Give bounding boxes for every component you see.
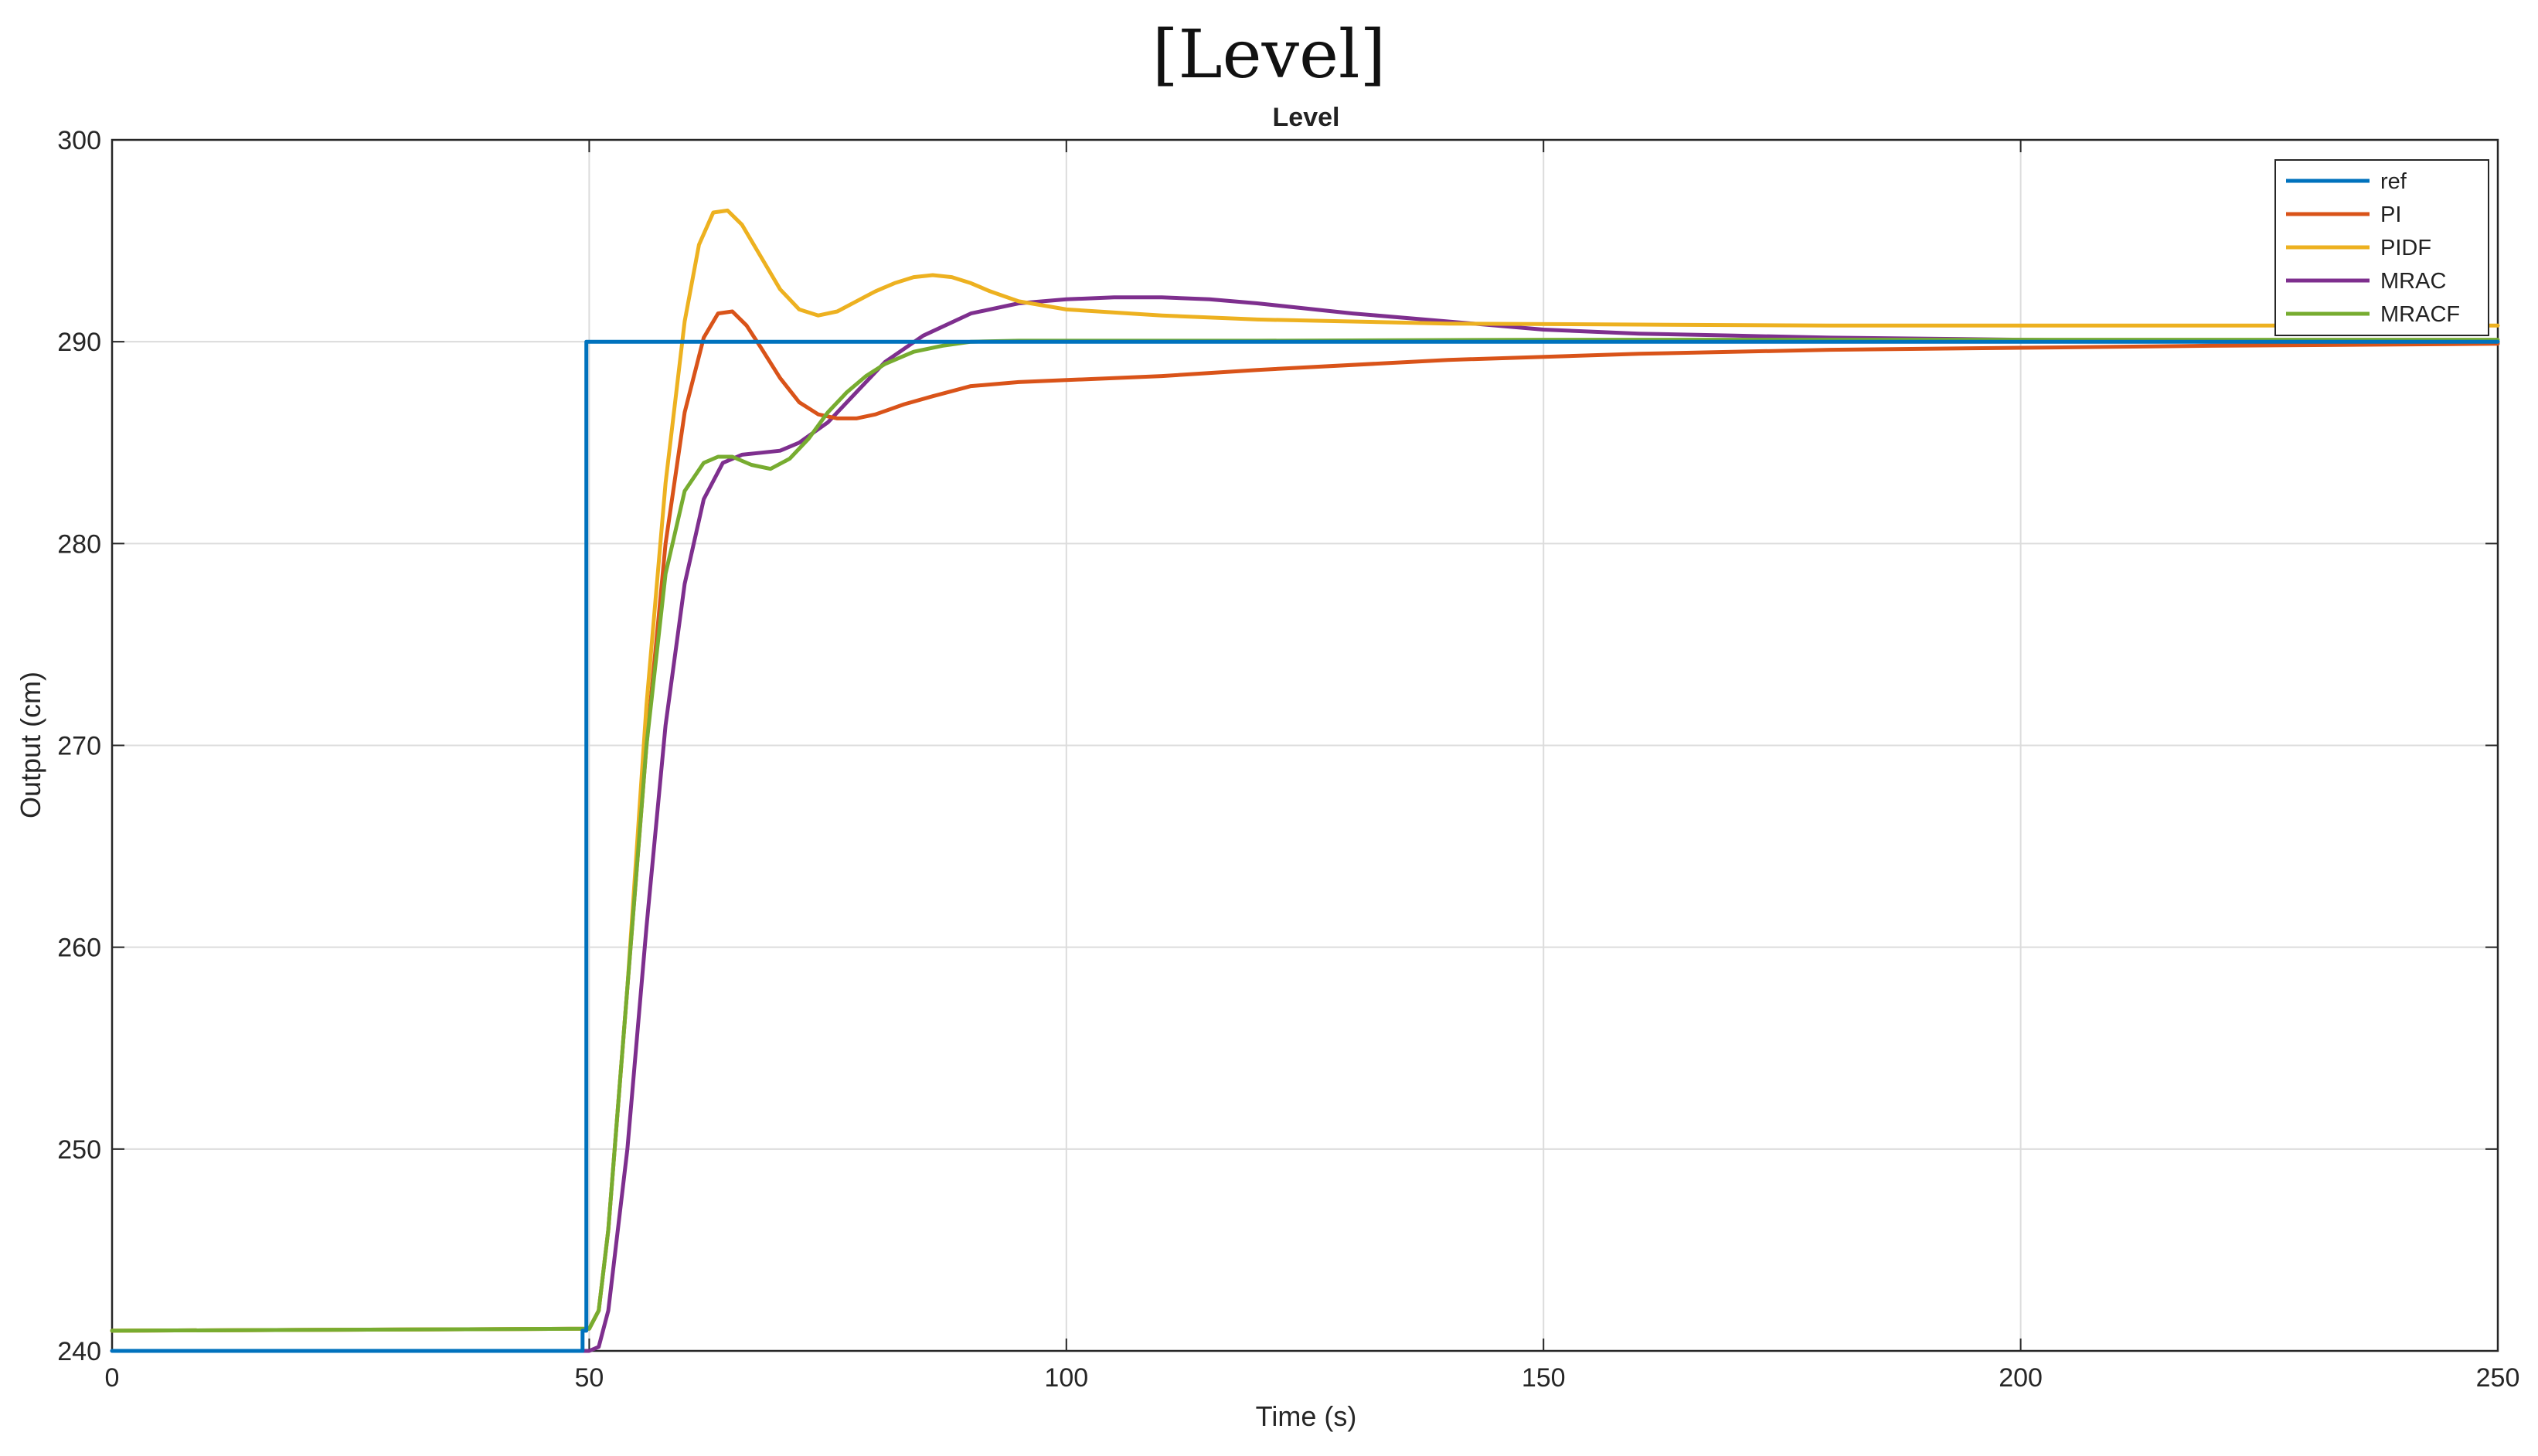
y-tick-label: 240 xyxy=(57,1337,101,1366)
y-tick-label: 280 xyxy=(57,529,101,559)
series-line-mracf xyxy=(110,338,2500,1333)
x-tick-label: 200 xyxy=(1999,1363,2043,1393)
figure-title: [Level] xyxy=(1152,16,1386,94)
chart-title: Level xyxy=(1273,103,1340,132)
x-tick-label: 0 xyxy=(105,1363,120,1393)
y-tick-label: 290 xyxy=(57,328,101,357)
series-lines xyxy=(110,208,2500,1353)
x-tick-labels: 0 50 100 150 200 250 xyxy=(105,1363,2520,1393)
series-line-ref xyxy=(110,339,2500,1353)
y-tick-label: 300 xyxy=(57,126,101,155)
legend: ref PI PIDF MRAC MRACF xyxy=(2274,159,2489,336)
y-tick-label: 260 xyxy=(57,934,101,963)
y-tick-label: 250 xyxy=(57,1135,101,1165)
legend-label-mrac: MRAC xyxy=(2380,269,2446,294)
x-tick-label: 150 xyxy=(1522,1363,1566,1393)
series-line-pidf xyxy=(110,208,2500,1333)
y-tick-label: 270 xyxy=(57,732,101,761)
legend-label-pidf: PIDF xyxy=(2380,236,2431,260)
series-line-pi xyxy=(110,309,2500,1333)
x-tick-label: 100 xyxy=(1044,1363,1088,1393)
y-tick-labels: 240 250 260 270 280 290 300 xyxy=(57,126,101,1366)
x-tick-label: 250 xyxy=(2476,1363,2520,1393)
legend-label-pi: PI xyxy=(2380,202,2401,227)
y-axis-label: Output (cm) xyxy=(15,672,46,818)
x-tick-label: 50 xyxy=(574,1363,604,1393)
legend-label-ref: ref xyxy=(2380,169,2407,194)
series-line-mrac xyxy=(110,295,2500,1353)
x-axis-label: Time (s) xyxy=(1256,1400,1357,1432)
legend-label-mracf: MRACF xyxy=(2380,302,2460,327)
